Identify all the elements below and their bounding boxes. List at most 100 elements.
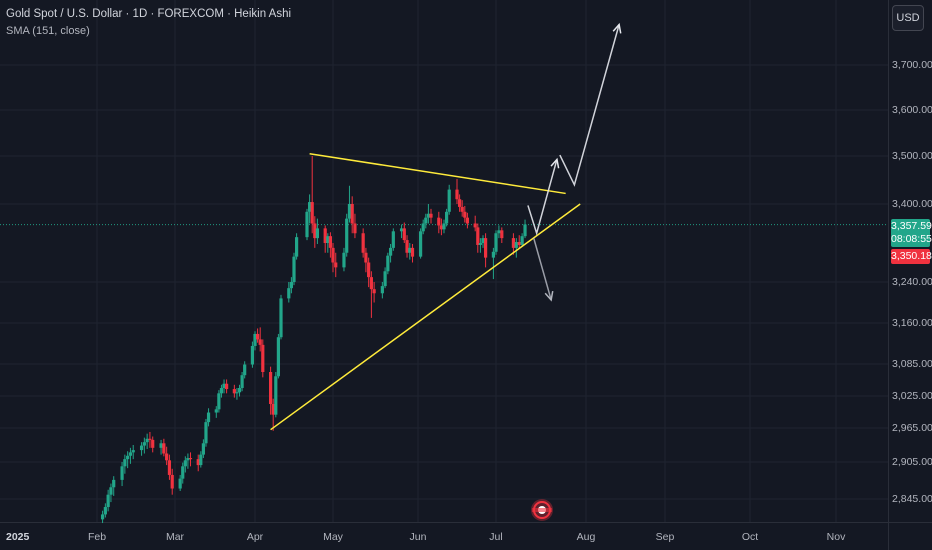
candle-body xyxy=(520,236,524,245)
candle-body xyxy=(350,204,354,224)
time-tick-label: Nov xyxy=(826,531,846,543)
candle-body xyxy=(458,199,462,207)
candle-body xyxy=(331,247,335,263)
candle-body xyxy=(328,236,332,248)
candle-body xyxy=(439,225,443,230)
candle-body xyxy=(225,383,229,390)
candle-body xyxy=(151,439,155,448)
candle-body xyxy=(305,211,309,238)
candle-body xyxy=(500,230,504,239)
indicator-label[interactable]: SMA (151, close) xyxy=(6,25,90,37)
time-tick-label: Feb xyxy=(87,531,107,543)
price-tick-label: 2,965.00 xyxy=(892,422,932,434)
candle-body xyxy=(353,223,357,234)
currency-button[interactable]: USD xyxy=(892,5,924,31)
bar-countdown: 08:08:55 xyxy=(891,233,932,245)
arrowhead xyxy=(550,157,560,169)
candle-body xyxy=(391,231,395,248)
candle-body xyxy=(429,213,433,218)
candle-body xyxy=(235,392,239,394)
candle-body xyxy=(367,262,371,278)
candle-body xyxy=(315,228,319,239)
candle-body xyxy=(476,227,480,245)
price-tick-label: 3,085.00 xyxy=(892,358,932,370)
candle-body xyxy=(465,217,469,224)
chart-legend: Gold Spot / U.S. Dollar · 1D · FOREXCOM … xyxy=(6,8,291,37)
candle-body xyxy=(250,345,255,365)
time-tick-label: Sep xyxy=(655,531,675,543)
symbol-title[interactable]: Gold Spot / U.S. Dollar · 1D · FOREXCOM … xyxy=(6,8,292,20)
candle-body xyxy=(323,228,327,243)
candle-body xyxy=(162,443,166,454)
candle-body xyxy=(196,459,200,466)
projection-arrow xyxy=(527,159,558,236)
candle-body xyxy=(478,243,482,245)
candle-body xyxy=(120,466,124,480)
candle-body xyxy=(145,438,149,443)
candle-body xyxy=(308,202,312,212)
candle-body xyxy=(491,251,495,258)
candle-body xyxy=(514,242,518,248)
candle-body xyxy=(103,507,107,515)
candle-body xyxy=(258,339,262,345)
candle-body xyxy=(279,298,283,338)
candle-body xyxy=(106,494,110,508)
price-tick-label: 3,160.00 xyxy=(892,317,932,329)
candle-body xyxy=(334,262,338,268)
candle-body xyxy=(274,376,278,415)
candle-body xyxy=(204,422,208,444)
time-tick-label: Aug xyxy=(576,531,596,543)
events-icon[interactable] xyxy=(529,497,555,523)
candle-body xyxy=(342,252,346,268)
candle-body xyxy=(447,189,451,212)
price-tick-label: 2,905.00 xyxy=(892,456,932,468)
price-tick-label: 3,700.00 xyxy=(892,59,932,71)
candle-body xyxy=(167,460,172,475)
candle-body xyxy=(410,247,415,257)
candle-body xyxy=(199,454,203,466)
candle-body xyxy=(188,458,193,460)
candle-body xyxy=(310,202,314,224)
candle-body xyxy=(206,412,211,423)
candle-body xyxy=(292,256,296,282)
candle-body xyxy=(123,459,127,467)
trendline xyxy=(270,203,581,431)
candle-body xyxy=(442,223,446,230)
candle-body xyxy=(437,217,441,226)
price-tick-label: 3,240.00 xyxy=(892,276,932,288)
candle-body xyxy=(112,479,116,488)
candle-body xyxy=(170,474,174,489)
arrowhead xyxy=(612,22,622,34)
time-tick-label: Mar xyxy=(165,531,185,543)
candle-body xyxy=(386,255,390,272)
candle-body xyxy=(183,460,187,467)
candle-body xyxy=(421,223,425,232)
candle-body xyxy=(126,455,130,460)
candle-body xyxy=(460,206,464,212)
last-price-tag: 3,357.59 08:08:55 xyxy=(891,219,932,247)
arrowhead xyxy=(544,290,554,302)
candle-body xyxy=(214,409,218,413)
candle-body xyxy=(142,442,146,446)
candle-body xyxy=(276,337,280,377)
candle-body xyxy=(165,453,169,461)
time-tick-label: Apr xyxy=(246,531,264,543)
candle-body xyxy=(326,236,330,243)
candle-body xyxy=(463,211,467,218)
price-tick-label: 3,600.00 xyxy=(892,104,932,116)
time-tick-label: 2025 xyxy=(6,531,30,543)
time-tick-label: Jul xyxy=(489,531,503,543)
candle-body xyxy=(139,445,144,451)
candle-body xyxy=(473,223,477,228)
candle-body xyxy=(100,514,105,520)
candle-body xyxy=(219,388,224,394)
candle-body xyxy=(523,224,527,237)
candle-body xyxy=(313,223,317,239)
candle-body xyxy=(253,333,257,346)
candle-body xyxy=(380,286,384,294)
projection-arrow xyxy=(533,237,552,301)
candle-body xyxy=(364,252,368,263)
candle-body xyxy=(372,289,376,294)
time-tick-label: Jun xyxy=(409,531,427,543)
